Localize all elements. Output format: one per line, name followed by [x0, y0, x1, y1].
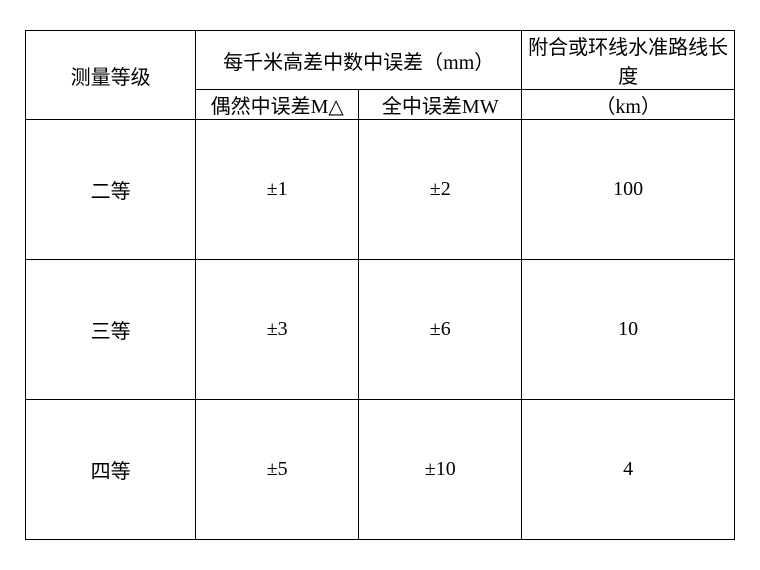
cell-random-error: ±5	[196, 400, 359, 540]
cell-total-error: ±2	[359, 120, 522, 260]
cell-total-error: ±6	[359, 260, 522, 400]
measurement-table: 测量等级 每千米高差中数中误差（mm） 附合或环线水准路线长度 偶然中误差M△ …	[25, 30, 735, 540]
header-route-length-unit: （km）	[522, 90, 735, 120]
cell-random-error: ±1	[196, 120, 359, 260]
header-grade: 测量等级	[26, 31, 196, 120]
cell-route-length: 4	[522, 400, 735, 540]
cell-route-length: 10	[522, 260, 735, 400]
table-row: 三等 ±3 ±6 10	[26, 260, 735, 400]
table-row: 四等 ±5 ±10 4	[26, 400, 735, 540]
table-row: 二等 ±1 ±2 100	[26, 120, 735, 260]
cell-grade: 三等	[26, 260, 196, 400]
header-total-error: 全中误差MW	[359, 90, 522, 120]
cell-random-error: ±3	[196, 260, 359, 400]
cell-route-length: 100	[522, 120, 735, 260]
cell-total-error: ±10	[359, 400, 522, 540]
header-route-length-top: 附合或环线水准路线长度	[522, 31, 735, 90]
header-error-group: 每千米高差中数中误差（mm）	[196, 31, 522, 90]
header-random-error: 偶然中误差M△	[196, 90, 359, 120]
cell-grade: 二等	[26, 120, 196, 260]
cell-grade: 四等	[26, 400, 196, 540]
